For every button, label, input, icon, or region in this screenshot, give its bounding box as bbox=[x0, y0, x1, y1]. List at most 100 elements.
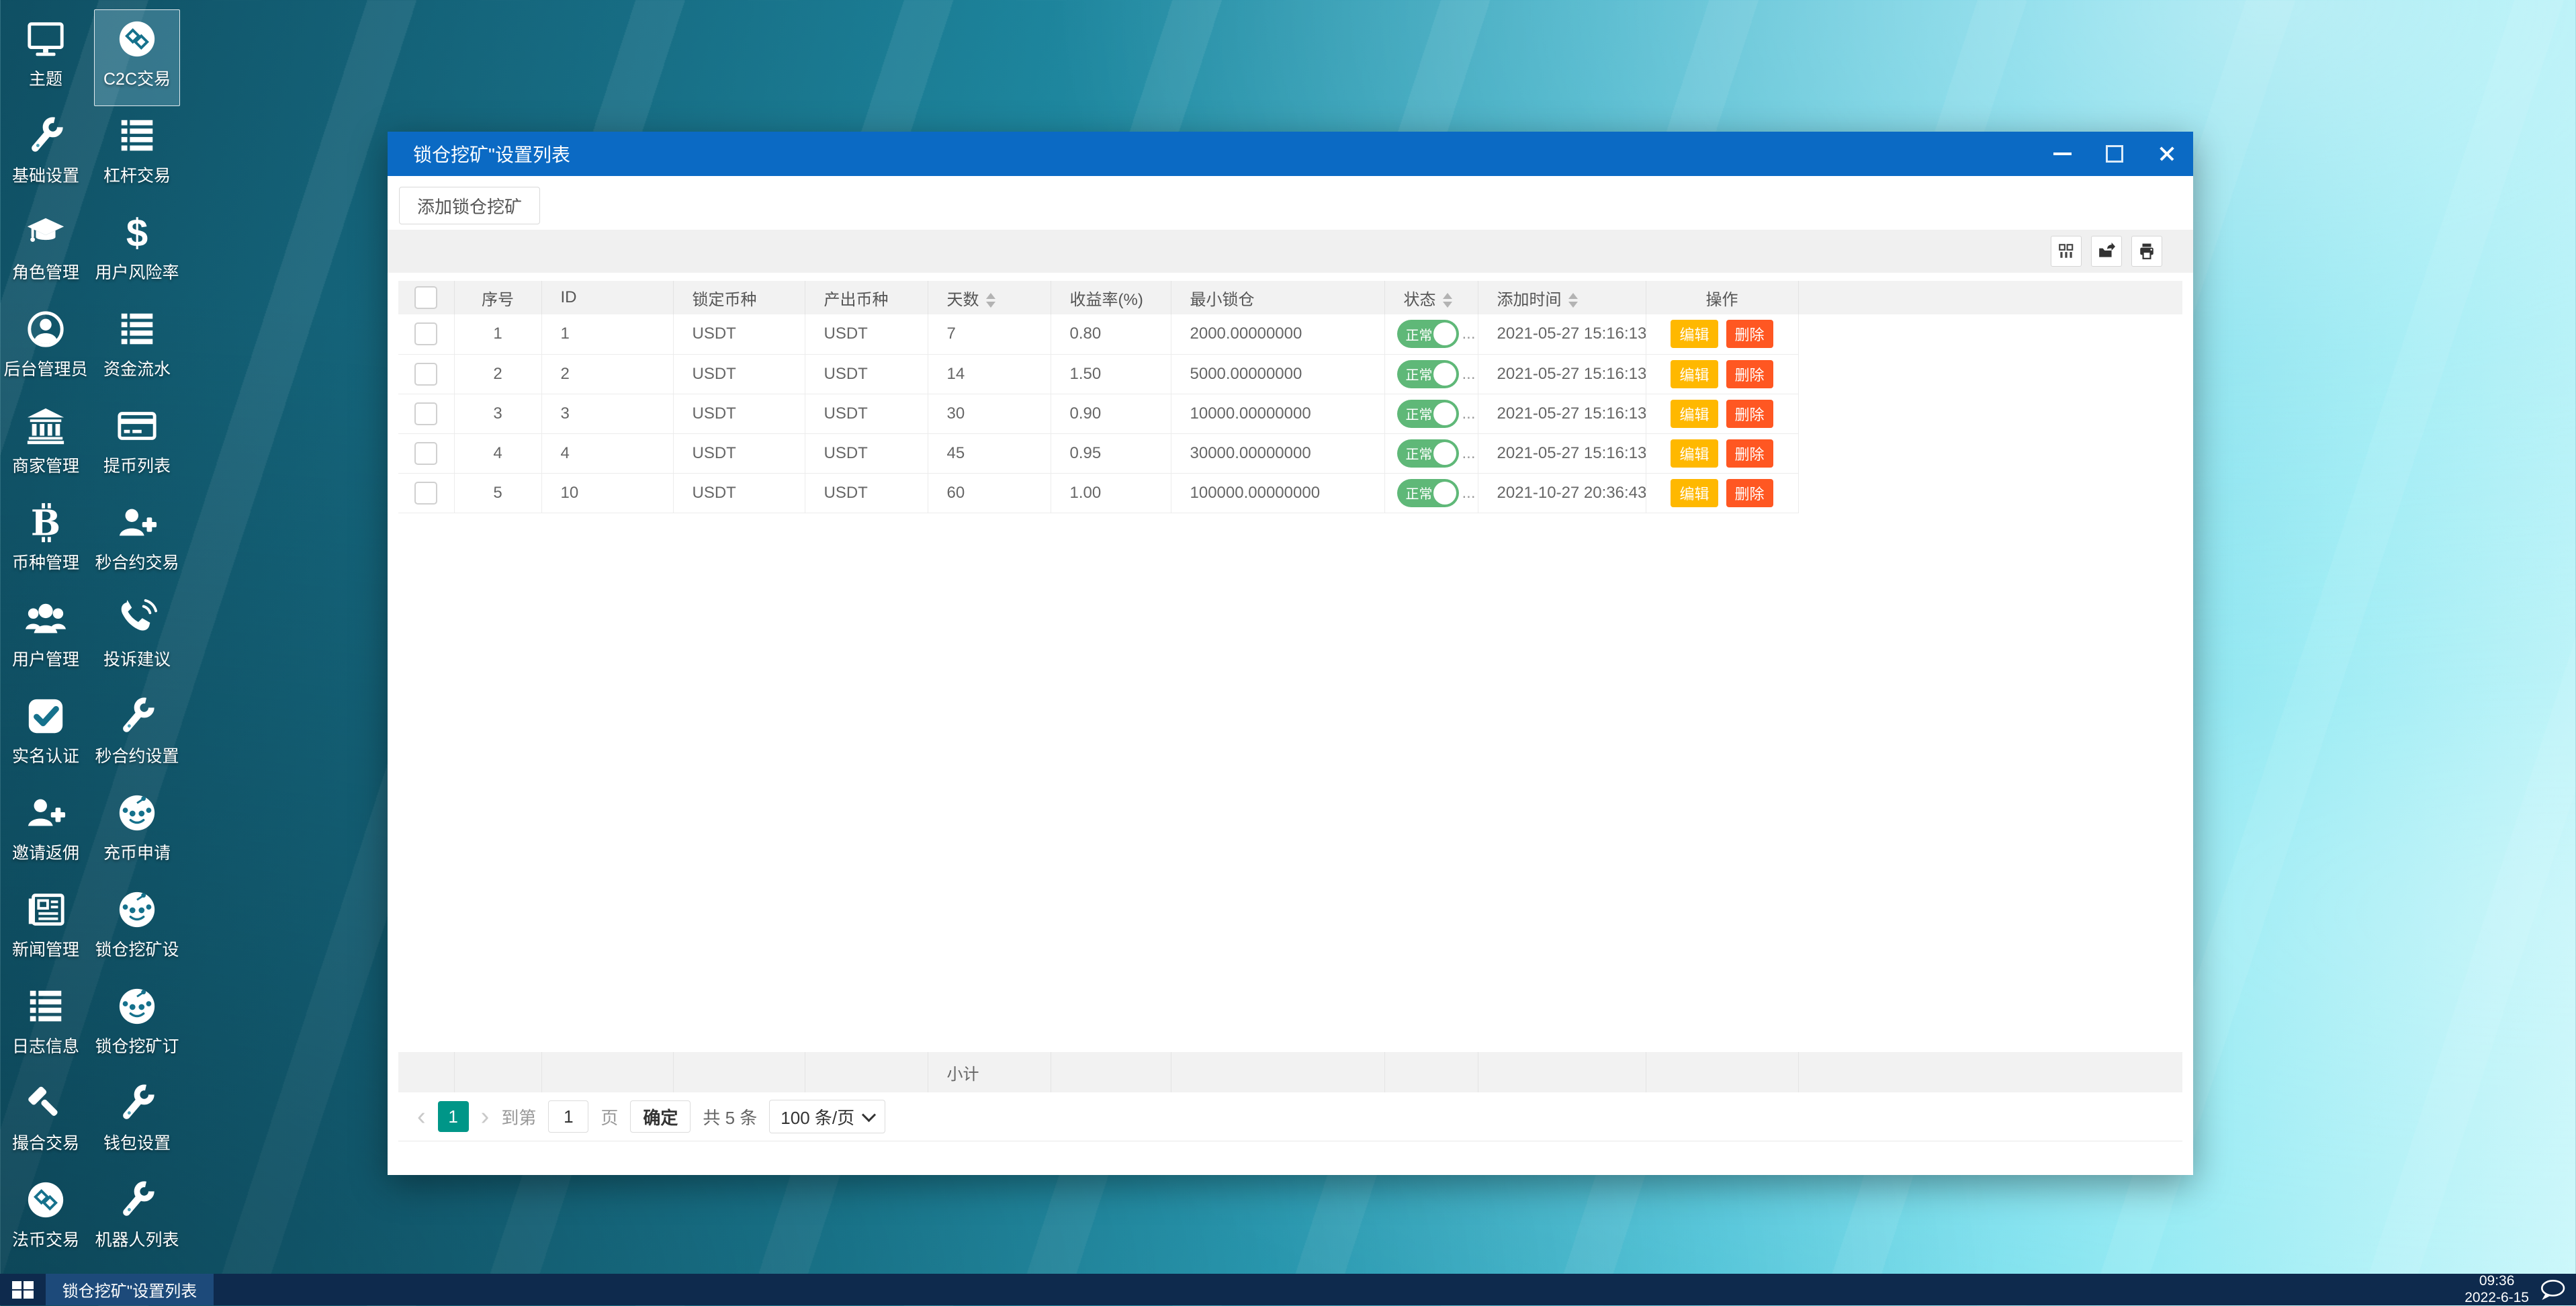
status-toggle[interactable]: 正常 bbox=[1396, 478, 1459, 507]
desktop-item-C2C交易[interactable]: C2C交易 bbox=[94, 9, 180, 106]
desktop-item-撮合交易[interactable]: 撮合交易 bbox=[3, 1074, 89, 1170]
delete-button[interactable]: 删除 bbox=[1726, 399, 1773, 428]
row-checkbox-cell bbox=[398, 314, 454, 355]
window-bottom-padding bbox=[388, 1141, 2193, 1175]
desktop-item-新闻管理[interactable]: 新闻管理 bbox=[3, 880, 89, 977]
desktop-item-秒合约设置[interactable]: 秒合约设置 bbox=[94, 687, 180, 783]
page-size-select[interactable]: 100 条/页 bbox=[769, 1100, 886, 1133]
cell-lock_coin: USDT bbox=[672, 314, 805, 355]
desktop-item-钱包设置[interactable]: 钱包设置 bbox=[94, 1074, 180, 1170]
desktop-item-日志信息[interactable]: 日志信息 bbox=[3, 977, 89, 1074]
desktop-item-秒合约交易[interactable]: 秒合约交易 bbox=[94, 493, 180, 590]
delete-button[interactable]: 删除 bbox=[1726, 439, 1773, 468]
cell-actions: 编辑 删除 bbox=[1645, 314, 1798, 355]
delete-button[interactable]: 删除 bbox=[1726, 359, 1773, 388]
desktop-item-后台管理员[interactable]: 后台管理员 bbox=[3, 300, 89, 396]
cell-id: 10 bbox=[541, 473, 673, 513]
sort-icon[interactable] bbox=[985, 293, 995, 308]
toggle-knob bbox=[1433, 402, 1456, 425]
status-ellipsis: ... bbox=[1462, 364, 1476, 383]
cell-days: 7 bbox=[927, 314, 1051, 355]
desktop-item-锁仓挖矿设[interactable]: 锁仓挖矿设 bbox=[94, 880, 180, 977]
row-checkbox[interactable] bbox=[414, 402, 438, 425]
monitor-icon bbox=[24, 17, 67, 60]
dollar-icon: $ bbox=[116, 211, 159, 254]
cell-rate: 1.00 bbox=[1050, 473, 1171, 513]
subtotal-cell bbox=[672, 1052, 805, 1092]
desktop-item-主题[interactable]: 主题 bbox=[3, 9, 89, 106]
desktop-item-商家管理[interactable]: 商家管理 bbox=[3, 396, 89, 493]
maximize-icon bbox=[2106, 145, 2123, 163]
desktop-item-杠杆交易[interactable]: 杠杆交易 bbox=[94, 106, 180, 203]
row-checkbox[interactable] bbox=[414, 481, 438, 505]
edit-button[interactable]: 编辑 bbox=[1671, 320, 1718, 349]
desktop-item-label: 角色管理 bbox=[11, 263, 79, 282]
row-checkbox[interactable] bbox=[414, 362, 438, 386]
next-page-button[interactable]: › bbox=[480, 1102, 490, 1131]
cell-rate: 0.95 bbox=[1050, 433, 1171, 474]
delete-button[interactable]: 删除 bbox=[1726, 320, 1773, 349]
desktop-item-投诉建议[interactable]: 投诉建议 bbox=[94, 590, 180, 687]
exchange-circle-icon bbox=[116, 17, 159, 60]
status-toggle[interactable]: 正常 bbox=[1396, 439, 1459, 468]
desktop-item-用户风险率[interactable]: $ 用户风险率 bbox=[94, 203, 180, 300]
edit-button[interactable]: 编辑 bbox=[1671, 359, 1718, 388]
subtotal-cell bbox=[1797, 1052, 2182, 1092]
desktop-item-充币申请[interactable]: 充币申请 bbox=[94, 783, 180, 880]
desktop-item-基础设置[interactable]: 基础设置 bbox=[3, 106, 89, 203]
sort-icon[interactable] bbox=[1442, 293, 1452, 308]
columns-button[interactable] bbox=[2051, 236, 2082, 267]
columns-icon bbox=[2057, 243, 2075, 260]
print-button[interactable] bbox=[2131, 236, 2162, 267]
taskbar-tray: 09:36 2022-6-15 bbox=[2464, 1273, 2576, 1305]
notifications-button[interactable] bbox=[2529, 1278, 2576, 1301]
goto-page-input[interactable] bbox=[548, 1100, 589, 1133]
status-toggle[interactable]: 正常 bbox=[1396, 359, 1459, 388]
wrench-icon bbox=[116, 1178, 159, 1221]
confirm-button[interactable]: 确定 bbox=[630, 1100, 691, 1133]
cell-lock_coin: USDT bbox=[672, 354, 805, 394]
edit-button[interactable]: 编辑 bbox=[1671, 399, 1718, 428]
column-header-label: 最小锁仓 bbox=[1190, 290, 1255, 309]
desktop-item-机器人列表[interactable]: 机器人列表 bbox=[94, 1170, 180, 1267]
desktop-item-币种管理[interactable]: B 币种管理 bbox=[3, 493, 89, 590]
edit-button[interactable]: 编辑 bbox=[1671, 478, 1718, 507]
taskbar-task-item[interactable]: 锁仓挖矿"设置列表 bbox=[46, 1274, 214, 1305]
add-lockup-mining-button[interactable]: 添加锁仓挖矿 bbox=[399, 187, 541, 224]
select-all-checkbox[interactable] bbox=[414, 286, 438, 309]
list-icon bbox=[116, 114, 159, 157]
desktop-item-资金流水[interactable]: 资金流水 bbox=[94, 300, 180, 396]
prev-page-button[interactable]: ‹ bbox=[417, 1102, 426, 1131]
subtotal-cell bbox=[453, 1052, 541, 1092]
minimize-button[interactable] bbox=[2036, 132, 2088, 176]
desktop-item-邀请返佣[interactable]: 邀请返佣 bbox=[3, 783, 89, 880]
desktop-item-用户管理[interactable]: 用户管理 bbox=[3, 590, 89, 687]
desktop-item-角色管理[interactable]: 角色管理 bbox=[3, 203, 89, 300]
desktop-item-法币交易[interactable]: 法币交易 bbox=[3, 1170, 89, 1267]
sort-icon[interactable] bbox=[1568, 293, 1578, 308]
table-toolbar bbox=[388, 230, 2193, 273]
close-button[interactable] bbox=[2141, 132, 2193, 176]
desktop-icon-column: 主题 基础设置角色管理后台管理员 商家管理 B 币种管理 用户管理 实名认证 邀请返佣 新闻管理… bbox=[3, 9, 89, 1267]
row-checkbox[interactable] bbox=[414, 441, 438, 465]
maximize-button[interactable] bbox=[2088, 132, 2141, 176]
row-checkbox-cell bbox=[398, 433, 454, 474]
desktop-item-锁仓挖矿订[interactable]: 锁仓挖矿订 bbox=[94, 977, 180, 1074]
status-label: 正常 bbox=[1405, 487, 1433, 502]
edit-button[interactable]: 编辑 bbox=[1671, 439, 1718, 468]
status-toggle[interactable]: 正常 bbox=[1396, 399, 1459, 428]
desktop-item-label: 机器人列表 bbox=[95, 1231, 179, 1250]
row-checkbox[interactable] bbox=[414, 322, 438, 346]
export-button[interactable] bbox=[2091, 236, 2122, 267]
desktop-item-实名认证[interactable]: 实名认证 bbox=[3, 687, 89, 783]
export-icon bbox=[2098, 243, 2115, 260]
delete-button[interactable]: 删除 bbox=[1726, 478, 1773, 507]
taskbar-clock[interactable]: 09:36 2022-6-15 bbox=[2464, 1273, 2529, 1305]
cell-filler bbox=[1797, 394, 2182, 433]
status-toggle[interactable]: 正常 bbox=[1396, 320, 1459, 349]
desktop-item-提币列表[interactable]: 提币列表 bbox=[94, 396, 180, 493]
page-1-button[interactable]: 1 bbox=[437, 1101, 469, 1132]
list-icon bbox=[116, 308, 159, 351]
cell-id: 3 bbox=[541, 394, 673, 434]
start-button[interactable] bbox=[0, 1274, 46, 1305]
